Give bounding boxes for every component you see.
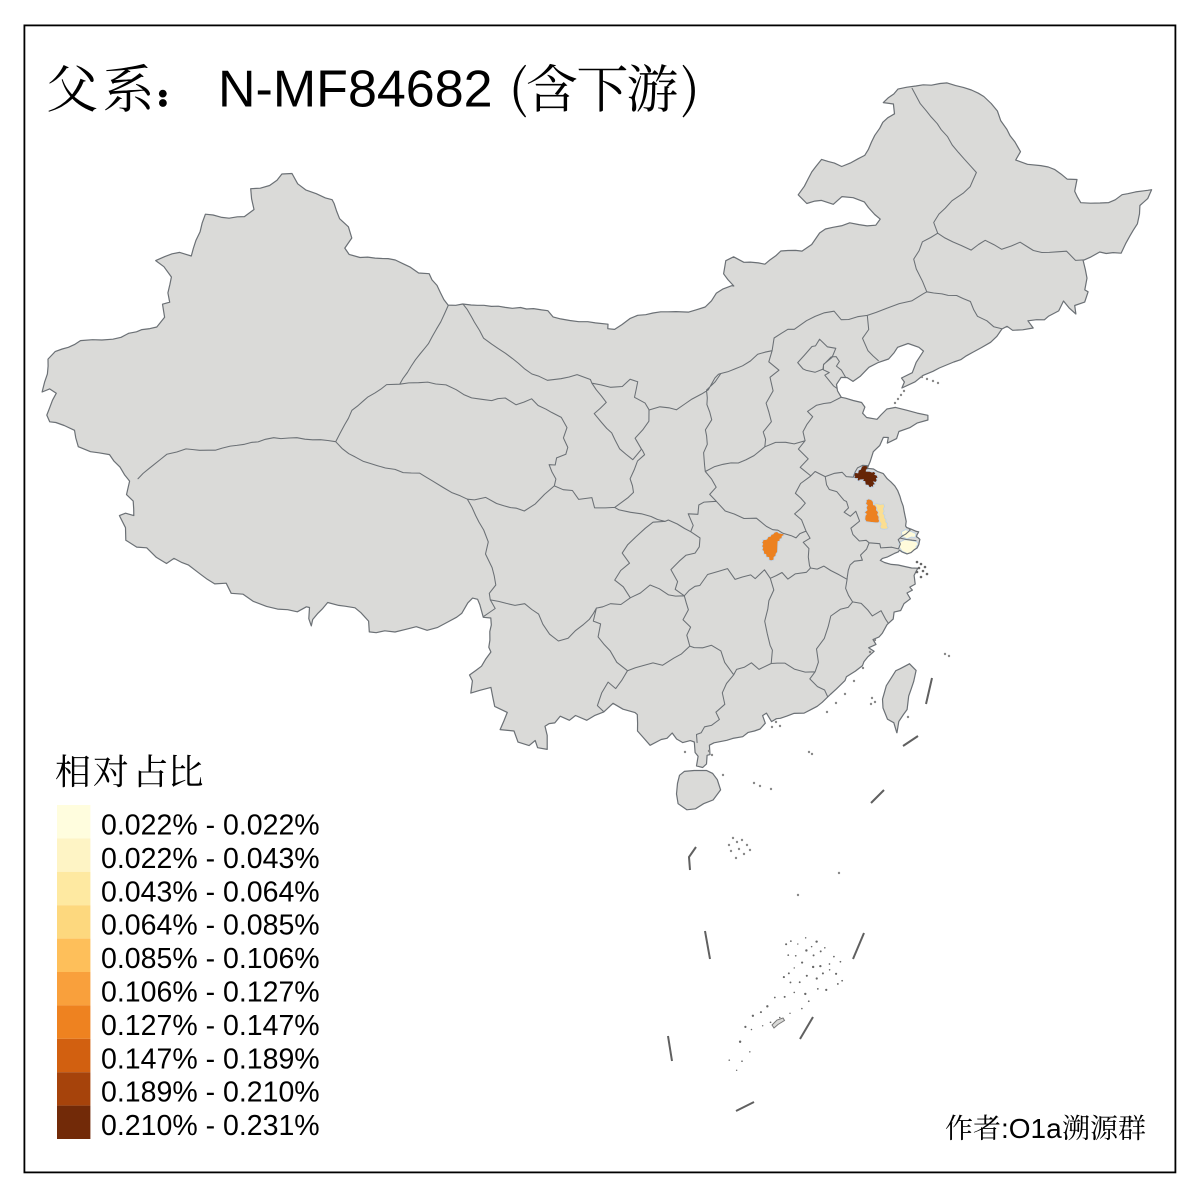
svg-text:0.022% - 0.022%: 0.022% - 0.022% [101,810,320,842]
svg-text:0.189% - 0.210%: 0.189% - 0.210% [101,1077,320,1109]
svg-text:0.085% - 0.106%: 0.085% - 0.106% [101,943,320,975]
svg-text:0.022% - 0.043%: 0.022% - 0.043% [101,843,320,875]
svg-text:0.127% - 0.147%: 0.127% - 0.147% [101,1010,320,1042]
svg-text:0.147% - 0.189%: 0.147% - 0.189% [101,1043,320,1075]
svg-text:0.043% - 0.064%: 0.043% - 0.064% [101,876,320,908]
svg-text::O1a: :O1a [1001,1113,1062,1144]
svg-text:0.106% - 0.127%: 0.106% - 0.127% [101,977,320,1009]
svg-text:N-MF84682: N-MF84682 [218,61,493,119]
svg-text:0.064% - 0.085%: 0.064% - 0.085% [101,910,320,942]
svg-text:0.210% - 0.231%: 0.210% - 0.231% [101,1110,320,1142]
